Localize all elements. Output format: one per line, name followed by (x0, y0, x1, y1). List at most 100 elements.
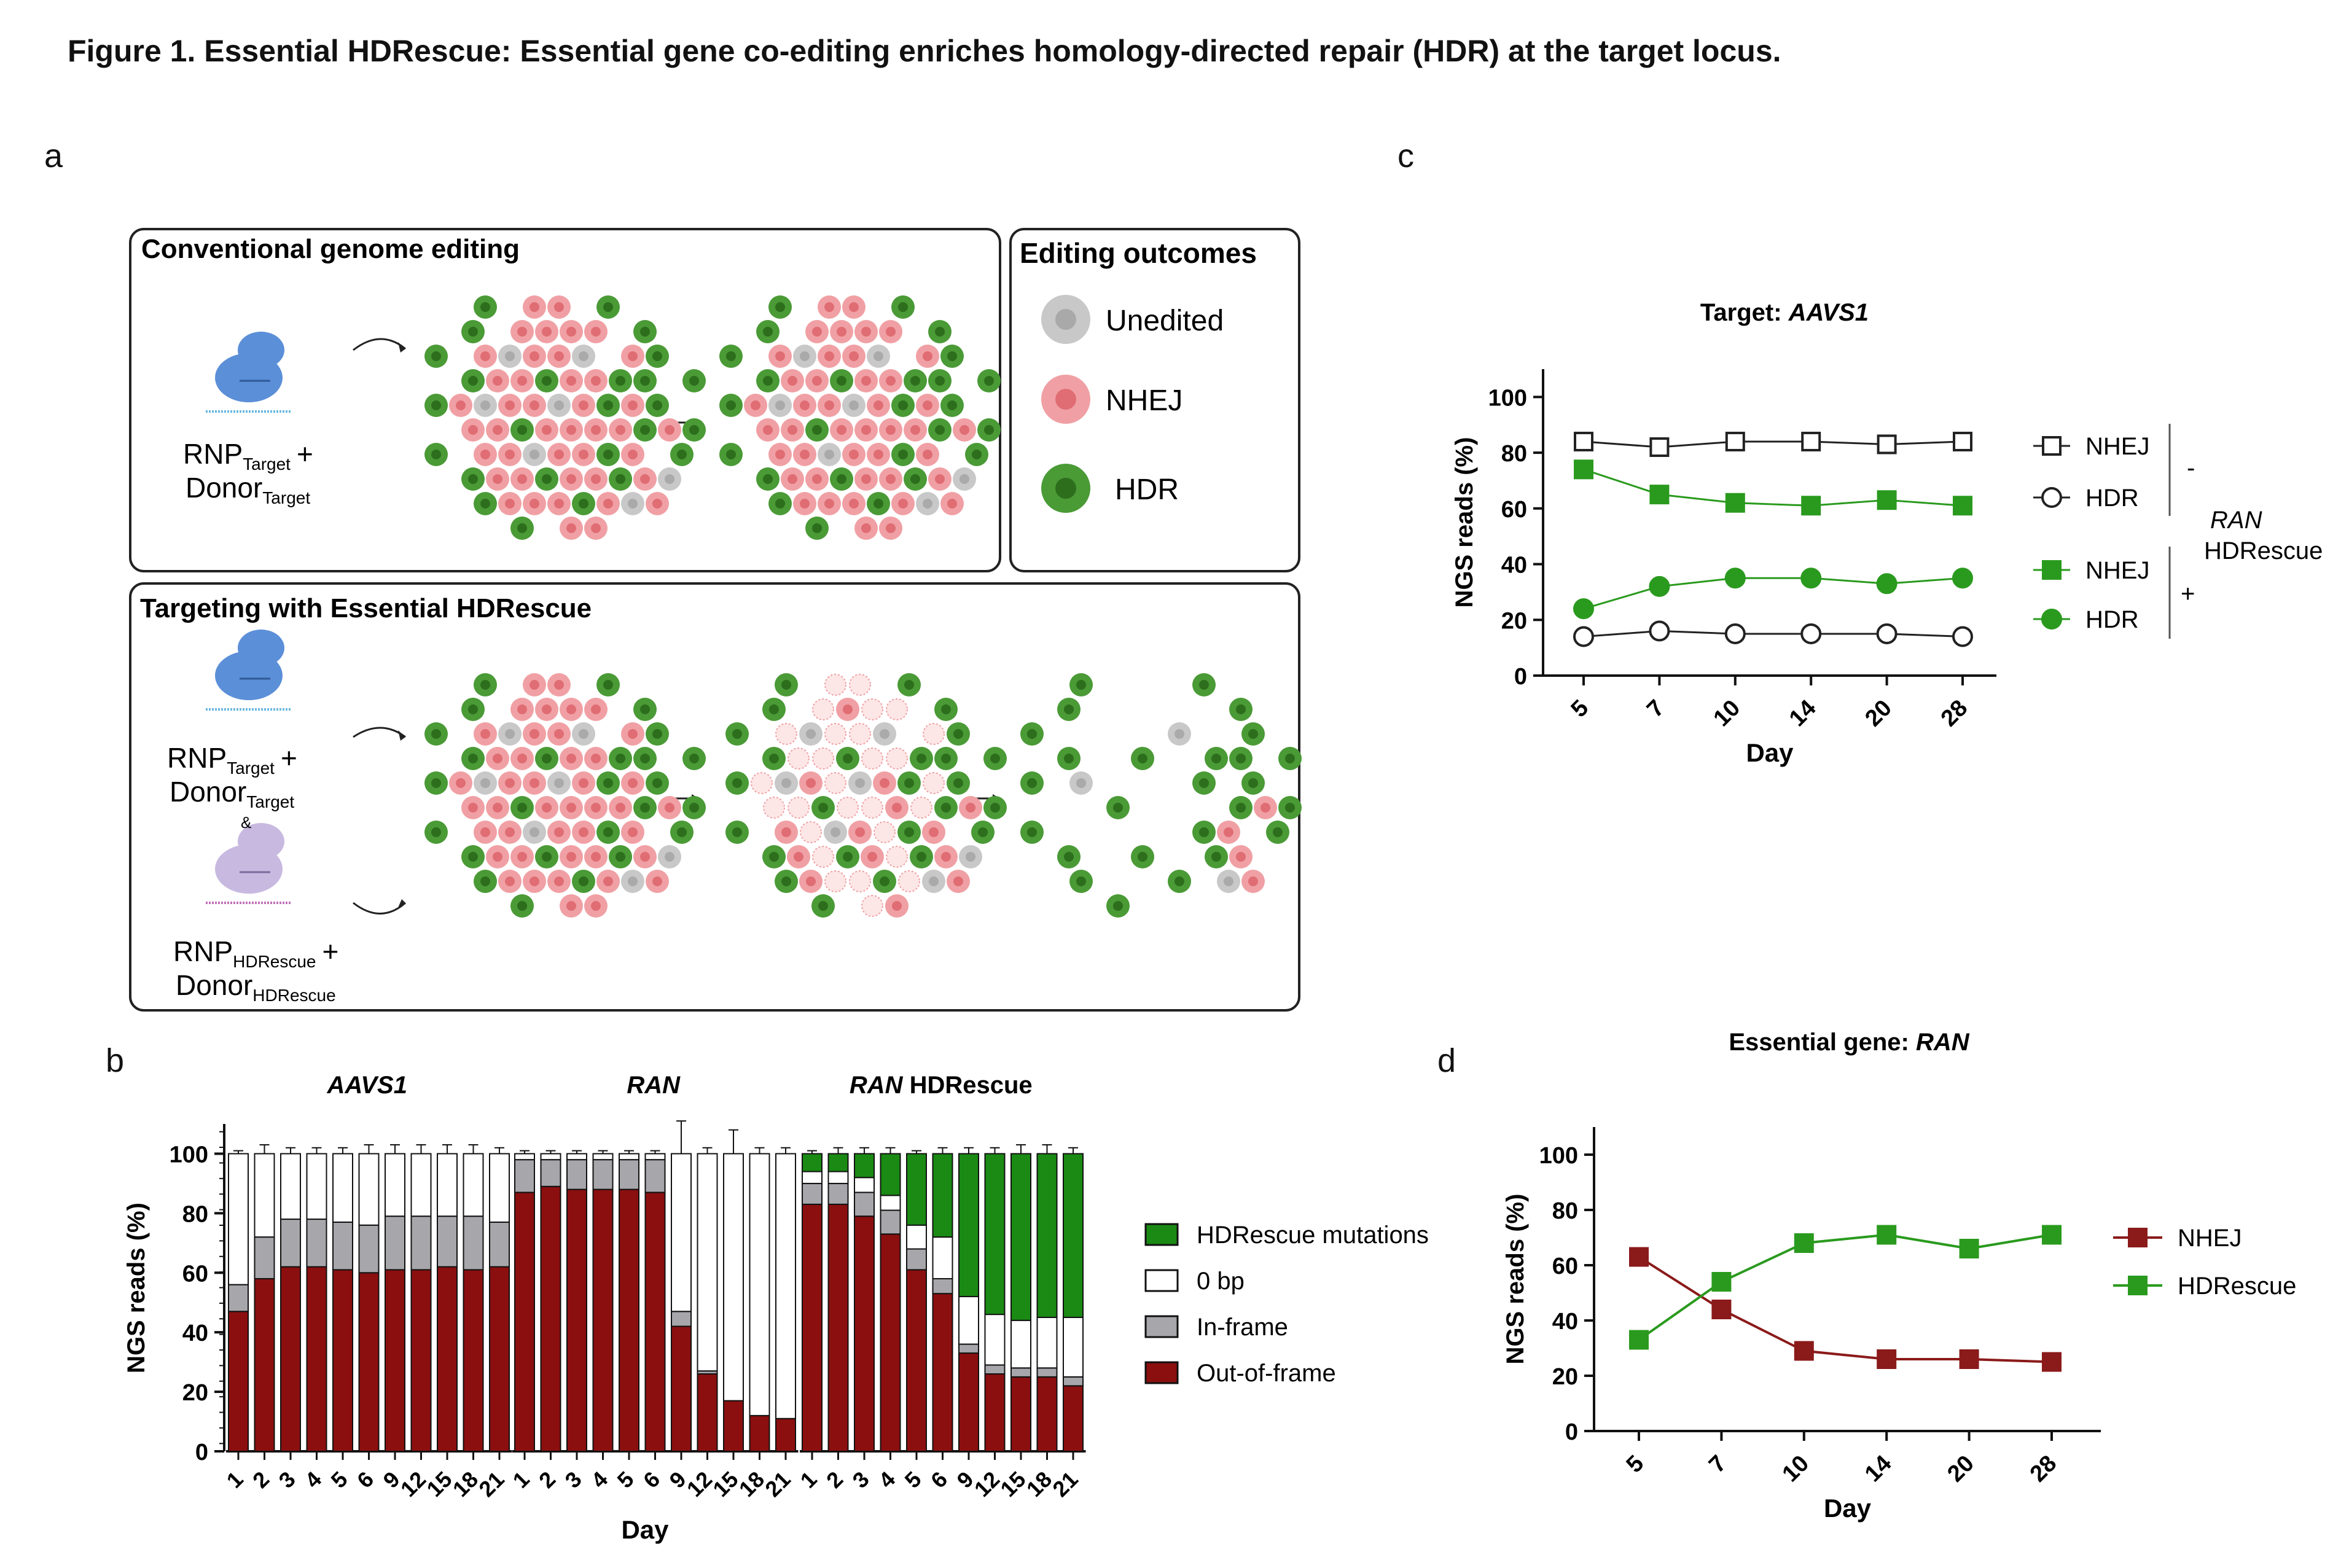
bar-segment (306, 1219, 327, 1268)
cell-nucleus-icon (880, 876, 889, 886)
dying-cell-icon (824, 870, 846, 892)
bar-segment (437, 1153, 458, 1217)
cell-nucleus-icon (505, 827, 515, 837)
cell-nucleus-icon (493, 376, 502, 386)
series-line (1638, 1233, 2052, 1341)
bar-segment (644, 1153, 666, 1161)
cell-nucleus-icon (1199, 827, 1209, 837)
arrow-head-icon (398, 342, 405, 353)
bar-segment (514, 1159, 535, 1193)
cell-nucleus-icon (806, 778, 816, 788)
dying-cell-icon (923, 772, 945, 794)
cell-nucleus-icon (689, 376, 699, 386)
bar-segment (906, 1248, 927, 1271)
panel-d-line-chart: 0 20 40 60 80 100 5 7 10 14 20 28 NGS reads (%) Day Es… (1502, 1029, 2296, 1523)
cell-nucleus-icon (591, 754, 601, 763)
cell-nucleus-icon (892, 803, 902, 813)
cell-nucleus-icon (542, 425, 552, 435)
x-tick-label: 4 (874, 1467, 900, 1493)
cell-nucleus-icon (781, 778, 791, 788)
x-tick-label: 2 (821, 1467, 848, 1493)
cell-nucleus-icon (763, 425, 773, 435)
cell-nucleus-icon (480, 876, 490, 886)
cell-nucleus-icon (1260, 803, 1270, 813)
cell-nucleus-icon (1199, 680, 1209, 690)
cell-nucleus-icon (837, 376, 846, 386)
cell-nucleus-icon (554, 876, 564, 886)
y-tick-label: 0 (1514, 664, 1527, 690)
cell-nucleus-icon (1199, 778, 1209, 788)
panel-label-d: d (1437, 1042, 1456, 1079)
cell-nucleus-icon (935, 376, 945, 386)
cell-nucleus-icon (849, 450, 859, 459)
bar-segment (254, 1236, 275, 1279)
bar-segment (1010, 1153, 1031, 1321)
dying-cell-icon (812, 846, 834, 868)
cell-nucleus-icon (732, 778, 742, 788)
cell-nucleus-icon (726, 450, 736, 459)
curved-arrow-icon (353, 902, 406, 915)
dying-cell-icon (751, 772, 773, 794)
cell-nucleus-icon (579, 450, 588, 459)
cell-nucleus-icon (1285, 754, 1295, 763)
cell-nucleus-icon (616, 376, 625, 386)
cell-nucleus-icon (849, 351, 859, 361)
cell-nucleus-icon (910, 376, 920, 386)
cell-nucleus-icon (935, 425, 945, 435)
y-tick-label: 100 (170, 1142, 208, 1168)
bar-segment (906, 1153, 927, 1226)
legend-group-label: HDRescue (2204, 537, 2323, 564)
cell-nucleus-icon (886, 327, 896, 337)
data-point (1649, 620, 1670, 642)
cell-nucleus-icon (880, 729, 889, 739)
cell-nucleus-icon (517, 901, 527, 911)
cell-nucleus-icon (898, 302, 908, 312)
cell-nucleus-icon (554, 351, 564, 361)
outcome-label-unedited: Unedited (1106, 305, 1224, 337)
bar-segment (1036, 1316, 1058, 1369)
bar-segment (906, 1269, 927, 1452)
x-axis-title: Day (1824, 1494, 1872, 1523)
unedited-cell-nucleus-icon (1055, 309, 1076, 330)
cell-nucleus-icon (947, 499, 957, 509)
cell-nucleus-icon (855, 827, 865, 837)
cell-nucleus-icon (628, 499, 638, 509)
bar-segment (671, 1153, 692, 1313)
bar-segment (254, 1277, 275, 1452)
y-tick-label: 100 (1488, 385, 1527, 411)
dying-cell-icon (910, 797, 932, 819)
cell-nucleus-icon (960, 425, 969, 435)
cell-nucleus-icon (628, 729, 638, 739)
legend-swatch (1144, 1223, 1179, 1246)
bar-segment (775, 1153, 796, 1419)
dying-cell-icon (824, 723, 846, 745)
cell-nucleus-icon (480, 778, 490, 788)
cell-nucleus-icon (640, 704, 650, 714)
cell-nucleus-icon (665, 803, 674, 813)
cell-nucleus-icon (824, 302, 834, 312)
cell-nucleus-icon (923, 450, 932, 459)
bar-segment (749, 1153, 770, 1416)
cell-nucleus-icon (886, 474, 896, 484)
bar-segment (958, 1352, 979, 1453)
conventional-title: Conventional genome editing (141, 234, 520, 264)
bar-segment (880, 1195, 901, 1211)
bar-segment (514, 1153, 535, 1161)
cell-nucleus-icon (1236, 704, 1246, 714)
cell-nucleus-icon (732, 729, 742, 739)
data-point (1876, 573, 1898, 595)
y-tick-label: 20 (1501, 608, 1527, 634)
cell-nucleus-icon (849, 302, 859, 312)
data-point (1877, 434, 1897, 454)
cell-nucleus-icon (849, 499, 859, 509)
legend-label: Out-of-frame (1197, 1360, 1336, 1387)
cell-nucleus-icon (935, 474, 945, 484)
cell-nucleus-icon (431, 827, 441, 837)
rnp-label-conv: RNPTarget + DonorTarget (183, 438, 313, 507)
cell-nucleus-icon (880, 778, 889, 788)
outcomes-box (1009, 228, 1300, 572)
data-point (1959, 1349, 1979, 1369)
cell-nucleus-icon (431, 778, 441, 788)
cell-nucleus-icon (941, 852, 951, 862)
bar-segment (566, 1188, 587, 1452)
